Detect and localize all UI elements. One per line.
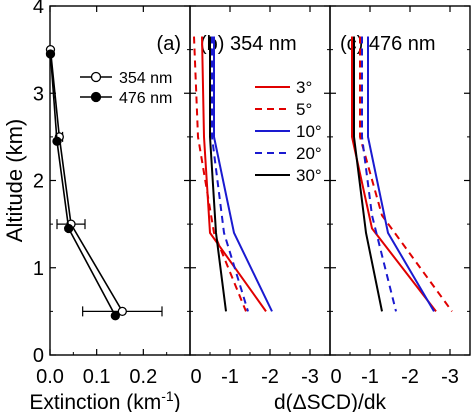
series-line <box>351 36 437 312</box>
series-line <box>213 36 273 312</box>
legend-marker <box>90 71 102 83</box>
x-tick-label: 0.0 <box>36 366 64 388</box>
series-line <box>49 49 124 312</box>
series-line <box>49 53 117 317</box>
x-tick-label: 0.2 <box>129 366 157 388</box>
panel-label: (b) 354 nm <box>200 33 297 55</box>
data-point <box>52 136 62 146</box>
panel-a-frame <box>49 5 191 356</box>
legend-label: 3° <box>296 78 312 97</box>
legend-label: 30° <box>296 166 322 185</box>
shared-x-axis-label: d(ΔSCD)/dk <box>274 391 387 412</box>
y-tick-label: 1 <box>33 258 44 280</box>
x-axis-label-main: Extinction (km <box>29 391 161 412</box>
x-tick-label: 0.1 <box>83 366 111 388</box>
data-point <box>45 49 56 59</box>
series-line <box>193 36 247 312</box>
x-tick-label: -2 <box>401 366 419 388</box>
x-tick-label: -3 <box>301 366 319 388</box>
panel-label: (c) 476 nm <box>340 33 436 55</box>
x-tick-label: -2 <box>261 366 279 388</box>
x-axis-label: Extinction (km-1) <box>29 388 180 412</box>
y-tick-label: 0 <box>33 345 44 367</box>
x-tick-label: 0 <box>330 366 341 388</box>
legend-label: 20° <box>296 144 322 163</box>
panel-b: 0 -1 -2 -3 (b) 354 nm 3° 5° 10° 20° 30° <box>189 5 331 388</box>
y-tick-label: 2 <box>33 171 44 193</box>
legend-label: 476 nm <box>119 90 172 107</box>
x-axis-label-superscript: -1 <box>161 388 174 404</box>
series-line <box>211 36 249 312</box>
data-point <box>110 311 120 321</box>
x-tick-label: 0 <box>190 366 201 388</box>
x-tick-label: -1 <box>221 366 239 388</box>
y-axis-label: Altitude (km) <box>2 119 27 242</box>
y-tick-label: 3 <box>33 83 44 105</box>
legend-marker <box>90 91 102 103</box>
series-line <box>367 36 435 312</box>
legend-label: 5° <box>296 100 312 119</box>
legend-a: 354 nm 476 nm <box>80 70 172 107</box>
data-point <box>117 306 127 317</box>
data-point <box>64 223 74 234</box>
panel-c: 0 -1 -2 -3 (c) 476 nm <box>329 5 471 388</box>
legend-label: 354 nm <box>119 70 172 87</box>
x-axis-label-close: ) <box>174 391 181 412</box>
series-line <box>209 36 227 312</box>
series-line <box>353 36 383 312</box>
y-tick-label: 4 <box>33 0 44 18</box>
series-line <box>361 36 397 312</box>
x-tick-label: -1 <box>361 366 379 388</box>
legend-b: 3° 5° 10° 20° 30° <box>255 78 322 185</box>
panel-label: (a) <box>157 33 181 55</box>
series-line <box>359 36 453 312</box>
x-tick-label: -3 <box>441 366 459 388</box>
panel-a: 0 1 2 3 4 0.0 0.1 0.2 Altitude (km) Extinction (k… <box>2 0 191 412</box>
legend-label: 10° <box>296 122 322 141</box>
